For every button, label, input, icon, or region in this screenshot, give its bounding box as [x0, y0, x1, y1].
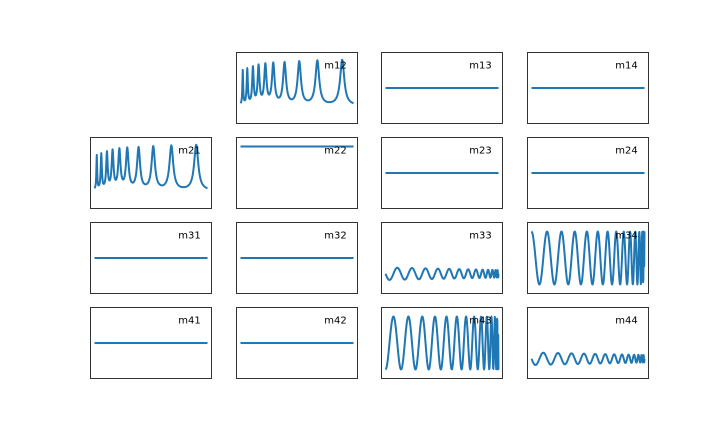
panel-m31: m31: [90, 222, 212, 294]
series-line: [239, 58, 355, 105]
panel-m32: m32: [236, 222, 358, 294]
panel-m13: m13: [381, 52, 503, 124]
panel-m42: m42: [236, 307, 358, 379]
panel-label: m12: [324, 61, 346, 72]
series-line: [384, 266, 500, 281]
panel-m33: m33: [381, 222, 503, 294]
panel-m41: m41: [90, 307, 212, 379]
panel-m22: m22: [236, 137, 358, 209]
panel-frame: [381, 222, 503, 294]
panel-label: m41: [178, 316, 200, 327]
panel-label: m13: [469, 61, 491, 72]
panel-m21: m21: [90, 137, 212, 209]
panel-label: m42: [324, 316, 346, 327]
panel-label: m22: [324, 146, 346, 157]
panel-label: m33: [469, 231, 491, 242]
panel-label: m31: [178, 231, 200, 242]
panel-label: m21: [178, 146, 200, 157]
panel-m12: m12: [236, 52, 358, 124]
panel-m24: m24: [527, 137, 649, 209]
panel-m44: m44: [527, 307, 649, 379]
panel-m23: m23: [381, 137, 503, 209]
panel-label: m32: [324, 231, 346, 242]
panel-label: m23: [469, 146, 491, 157]
panel-label: m34: [615, 231, 637, 242]
panel-grid: m12 m13 m14 m21 m22 m23 m24 m31 m32 m33 m34 m41 m42 m…: [90, 52, 649, 379]
panel-label: m43: [469, 316, 491, 327]
panel-label: m14: [615, 61, 637, 72]
series-line: [93, 143, 209, 190]
panel-frame: [236, 137, 358, 209]
panel-frame: [527, 307, 649, 379]
series-line: [530, 230, 646, 286]
panel-label: m24: [615, 146, 637, 157]
series-line: [530, 351, 646, 366]
panel-m14: m14: [527, 52, 649, 124]
panel-label: m44: [615, 316, 637, 327]
panel-m34: m34: [527, 222, 649, 294]
panel-m43: m43: [381, 307, 503, 379]
series-line: [384, 315, 500, 371]
